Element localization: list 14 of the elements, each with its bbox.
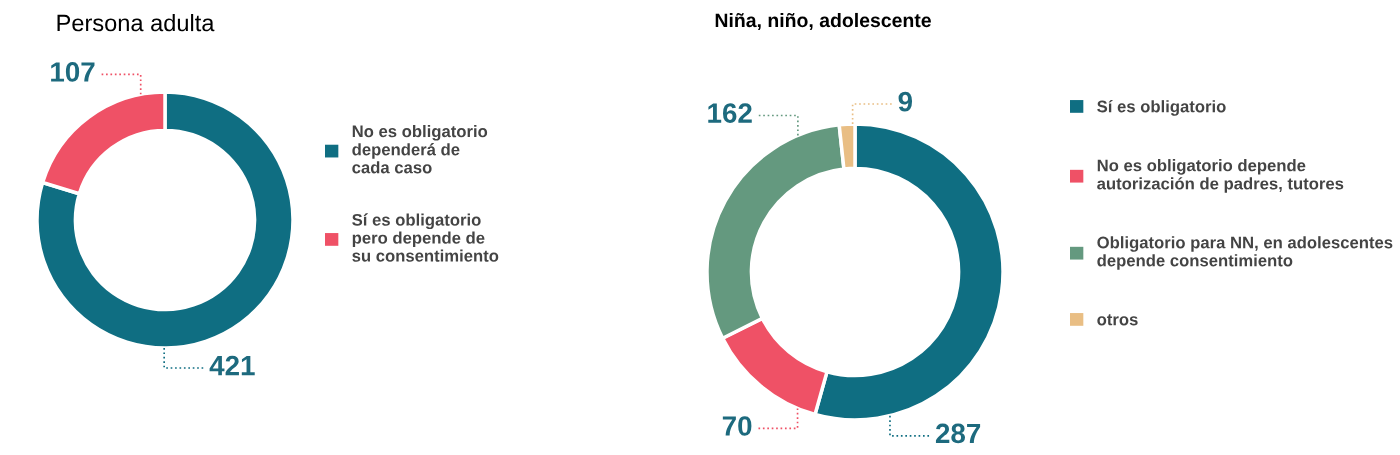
legend-label: Sí es obligatorio pero depende de su consentimiento — [352, 213, 499, 262]
data-label: 70 — [722, 416, 752, 436]
legend-label: No es obligatorio dependerá de cada caso — [352, 125, 488, 174]
legend-label: Obligatorio para NN, en adolescentes depende consentimiento — [1097, 236, 1393, 270]
chart-title: Niña, niño, adolescente — [715, 12, 931, 31]
chart-title: Persona adulta — [57, 14, 215, 32]
data-label: 421 — [209, 355, 255, 376]
data-label: 162 — [708, 103, 752, 123]
data-label: 9 — [898, 91, 913, 112]
legend-label: Sí es obligatorio — [1097, 100, 1226, 116]
legend-label: otros — [1097, 314, 1138, 326]
data-label: 107 — [51, 62, 95, 82]
data-label: 287 — [935, 423, 981, 444]
legend-label: No es obligatorio depende autorización de padres, tutores — [1097, 159, 1344, 193]
